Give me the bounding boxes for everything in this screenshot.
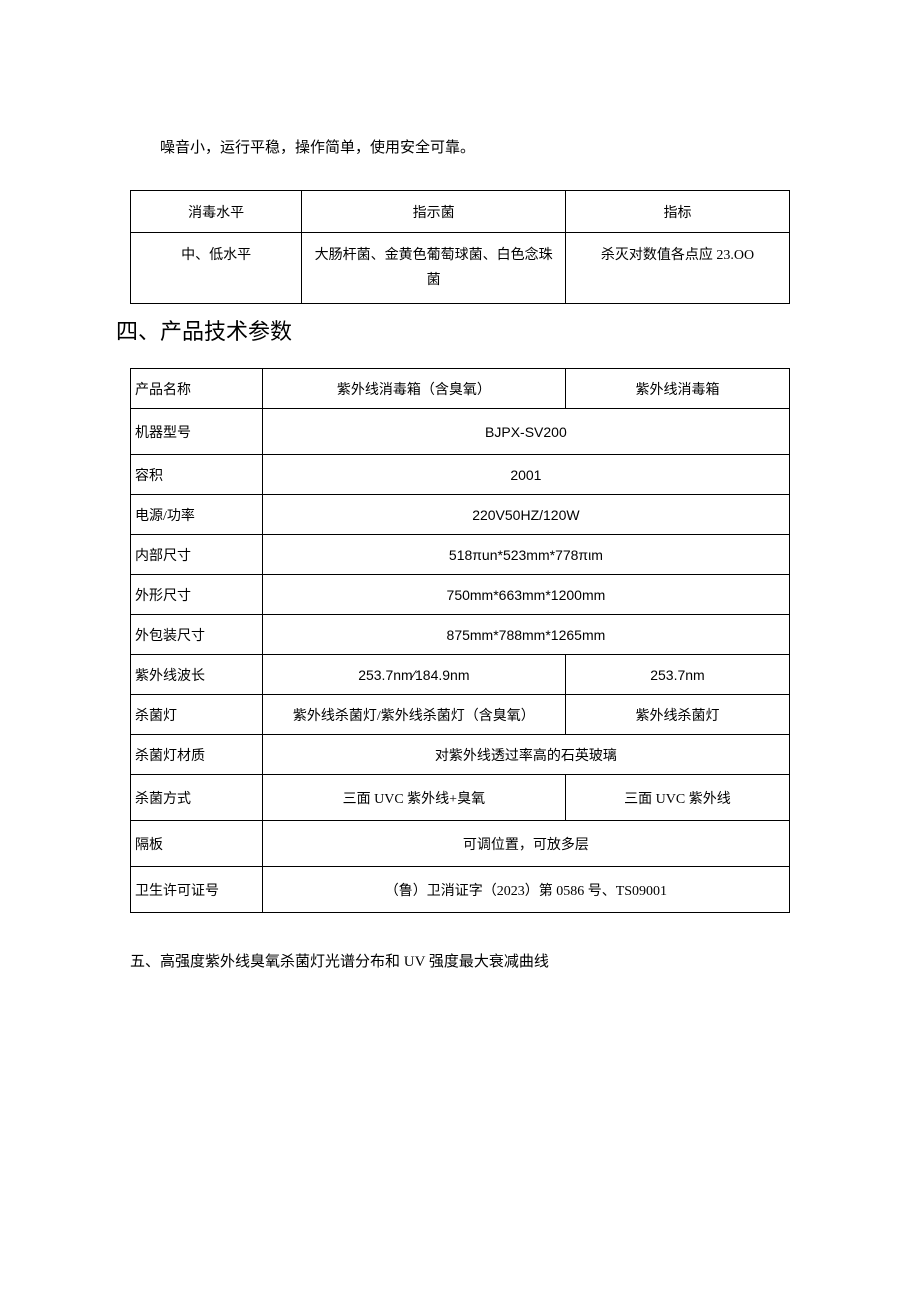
val-lamp-b: 紫外线杀菌灯	[565, 695, 789, 735]
row-power: 电源/功率 220V50HZ/120W	[131, 495, 790, 535]
val-power: 220V50HZ/120W	[262, 495, 789, 535]
val-outer-dim: 750mm*663mm*1200mm	[262, 575, 789, 615]
table-header-row: 消毒水平 指示菌 指标	[131, 191, 790, 233]
section-5-title: 五、高强度紫外线臭氧杀菌灯光谱分布和 UV 强度最大衰减曲线	[130, 949, 790, 976]
label-outer-dim: 外形尺寸	[131, 575, 263, 615]
row-permit: 卫生许可证号 （鲁）卫消证字（2023）第 0586 号、TS09001	[131, 867, 790, 913]
row-lamp-material: 杀菌灯材质 对紫外线透过率高的石英玻璃	[131, 735, 790, 775]
row-inner-dim: 内部尺寸 518πun*523mm*778πιm	[131, 535, 790, 575]
val-lamp-material: 对紫外线透过率高的石英玻璃	[262, 735, 789, 775]
row-package-dim: 外包装尺寸 875mm*788mm*1265mm	[131, 615, 790, 655]
row-product-name: 产品名称 紫外线消毒箱（含臭氧） 紫外线消毒箱	[131, 369, 790, 409]
label-volume: 容积	[131, 455, 263, 495]
label-uv-wavelength: 紫外线波长	[131, 655, 263, 695]
col-header-indicator: 指标	[565, 191, 789, 233]
row-volume: 容积 2001	[131, 455, 790, 495]
val-volume: 2001	[262, 455, 789, 495]
row-model: 机器型号 BJPX-SV200	[131, 409, 790, 455]
disinfection-level-table: 消毒水平 指示菌 指标 中、低水平 大肠杆菌、金黄色葡萄球菌、白色念珠菌 杀灭对…	[130, 190, 790, 304]
val-shelf: 可调位置，可放多层	[262, 821, 789, 867]
val-uv-wavelength-a: 253.7nm∕184.9nm	[262, 655, 565, 695]
label-package-dim: 外包装尺寸	[131, 615, 263, 655]
row-method: 杀菌方式 三面 UVC 紫外线+臭氧 三面 UVC 紫外线	[131, 775, 790, 821]
label-shelf: 隔板	[131, 821, 263, 867]
label-product-name: 产品名称	[131, 369, 263, 409]
val-permit: （鲁）卫消证字（2023）第 0586 号、TS09001	[262, 867, 789, 913]
label-lamp-material: 杀菌灯材质	[131, 735, 263, 775]
val-uv-wavelength-b: 253.7nm	[565, 655, 789, 695]
intro-paragraph: 噪音小，运行平稳，操作简单，使用安全可靠。	[130, 135, 790, 162]
label-power: 电源/功率	[131, 495, 263, 535]
specs-table: 产品名称 紫外线消毒箱（含臭氧） 紫外线消毒箱 机器型号 BJPX-SV200 …	[130, 368, 790, 913]
val-package-dim: 875mm*788mm*1265mm	[262, 615, 789, 655]
val-model: BJPX-SV200	[262, 409, 789, 455]
val-method-a: 三面 UVC 紫外线+臭氧	[262, 775, 565, 821]
row-lamp: 杀菌灯 紫外线杀菌灯/紫外线杀菌灯（含臭氧） 紫外线杀菌灯	[131, 695, 790, 735]
cell-level: 中、低水平	[131, 233, 302, 304]
col-header-bacteria: 指示菌	[302, 191, 566, 233]
row-outer-dim: 外形尺寸 750mm*663mm*1200mm	[131, 575, 790, 615]
row-shelf: 隔板 可调位置，可放多层	[131, 821, 790, 867]
label-method: 杀菌方式	[131, 775, 263, 821]
section-4-title: 四、产品技术参数	[116, 314, 790, 346]
table-row: 中、低水平 大肠杆菌、金黄色葡萄球菌、白色念珠菌 杀灭对数值各点应 23.OO	[131, 233, 790, 304]
val-product-name-b: 紫外线消毒箱	[565, 369, 789, 409]
col-header-level: 消毒水平	[131, 191, 302, 233]
label-permit: 卫生许可证号	[131, 867, 263, 913]
val-product-name-a: 紫外线消毒箱（含臭氧）	[262, 369, 565, 409]
cell-indicator: 杀灭对数值各点应 23.OO	[565, 233, 789, 304]
label-lamp: 杀菌灯	[131, 695, 263, 735]
row-uv-wavelength: 紫外线波长 253.7nm∕184.9nm 253.7nm	[131, 655, 790, 695]
label-inner-dim: 内部尺寸	[131, 535, 263, 575]
val-lamp-a: 紫外线杀菌灯/紫外线杀菌灯（含臭氧）	[262, 695, 565, 735]
val-inner-dim: 518πun*523mm*778πιm	[262, 535, 789, 575]
val-method-b: 三面 UVC 紫外线	[565, 775, 789, 821]
cell-bacteria: 大肠杆菌、金黄色葡萄球菌、白色念珠菌	[302, 233, 566, 304]
label-model: 机器型号	[131, 409, 263, 455]
